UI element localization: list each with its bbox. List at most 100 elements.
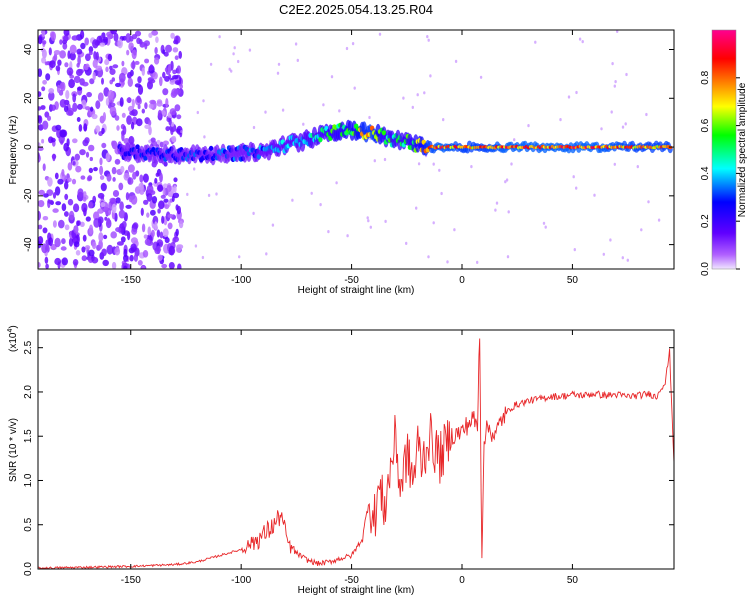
noise-blob — [201, 255, 205, 260]
noise-blob — [156, 229, 161, 238]
noise-blob — [215, 192, 218, 196]
noise-blob — [63, 35, 69, 42]
noise-blob — [97, 208, 103, 214]
noise-blob — [136, 118, 143, 127]
noise-blob — [209, 62, 213, 66]
noise-blob — [228, 67, 231, 71]
noise-blob — [57, 178, 64, 185]
noise-blob — [657, 218, 661, 222]
noise-blob — [128, 42, 134, 51]
noise-blob — [38, 115, 43, 124]
noise-blob — [90, 106, 94, 112]
noise-blob — [232, 52, 235, 56]
noise-blob — [271, 223, 275, 227]
noise-blob — [405, 241, 408, 245]
noise-blob — [146, 212, 150, 218]
noise-blob — [48, 88, 55, 94]
colorbar-frame — [711, 29, 737, 270]
noise-blob — [150, 209, 156, 216]
noise-blob — [252, 125, 256, 130]
noise-blob — [61, 203, 67, 212]
noise-blob — [600, 127, 603, 131]
noise-blob — [44, 256, 49, 264]
x-tick-label: 50 — [567, 575, 579, 586]
noise-blob — [609, 238, 612, 242]
noise-blob — [506, 255, 510, 259]
noise-blob — [111, 77, 116, 82]
noise-blob — [45, 263, 49, 269]
noise-blob — [101, 248, 107, 257]
noise-blob — [581, 40, 584, 44]
noise-blob — [82, 234, 87, 242]
snr-marks — [38, 338, 674, 569]
spectrogram-x-axis: -150 -100 -50 0 50 — [121, 30, 578, 286]
noise-blob — [178, 50, 182, 59]
noise-blob — [161, 263, 168, 269]
noise-blob — [91, 256, 99, 264]
noise-blob — [593, 193, 596, 197]
noise-blob — [115, 197, 121, 204]
noise-blob — [141, 108, 145, 114]
noise-blob — [85, 53, 91, 62]
noise-blob — [544, 225, 547, 229]
noise-blob — [56, 84, 61, 94]
x-tick-label: -50 — [344, 575, 359, 586]
colorbar-gradient — [712, 30, 736, 269]
noise-blob — [71, 35, 79, 41]
x-tick-label: -50 — [344, 275, 359, 286]
noise-blob — [52, 220, 57, 228]
colorbar-tick-label: 0.6 — [700, 118, 711, 132]
noise-blob — [237, 59, 240, 64]
noise-blob — [82, 139, 89, 147]
noise-blob — [59, 82, 65, 90]
noise-blob — [319, 203, 322, 207]
noise-blob — [429, 74, 432, 78]
spectrogram-marks — [38, 30, 673, 269]
noise-blob — [137, 76, 142, 84]
noise-blob — [559, 118, 562, 122]
noise-blob — [169, 108, 177, 116]
noise-blob — [102, 259, 109, 267]
noise-blob — [63, 142, 69, 152]
noise-blob — [162, 140, 169, 146]
noise-blob — [440, 191, 443, 196]
noise-blob — [383, 157, 387, 162]
snr-frame — [37, 329, 675, 570]
noise-blob — [72, 102, 78, 113]
noise-blob — [118, 72, 126, 83]
noise-blob — [172, 47, 179, 53]
noise-blob — [85, 106, 91, 111]
noise-blob — [54, 257, 62, 266]
noise-blob — [81, 246, 86, 253]
spectrogram-y-label: Frequency (Hz) — [8, 116, 19, 185]
noise-blob — [161, 215, 165, 224]
x-tick-label: -150 — [121, 575, 141, 586]
noise-blob — [41, 57, 47, 64]
noise-blob — [88, 144, 95, 152]
noise-blob — [80, 30, 85, 40]
noise-blob — [148, 32, 153, 38]
noise-blob — [123, 254, 129, 262]
noise-blob — [77, 103, 83, 110]
noise-blob — [42, 79, 47, 85]
noise-blob — [38, 224, 43, 230]
noise-blob — [173, 88, 181, 95]
noise-blob — [345, 46, 349, 51]
noise-blob — [164, 237, 170, 244]
noise-blob — [79, 221, 85, 227]
noise-blob — [81, 255, 88, 262]
noise-blob — [170, 127, 174, 135]
noise-blob — [50, 104, 56, 111]
noise-blob — [95, 125, 101, 133]
noise-blob — [132, 222, 139, 230]
noise-blob — [175, 204, 179, 211]
noise-blob — [446, 260, 449, 264]
noise-blob — [119, 201, 124, 211]
noise-blob — [136, 95, 141, 103]
noise-blob — [85, 245, 91, 250]
noise-blob — [88, 201, 93, 209]
noise-blob — [50, 244, 57, 251]
noise-blob — [44, 61, 48, 66]
noise-blob — [101, 77, 104, 85]
noise-blob — [76, 48, 83, 55]
